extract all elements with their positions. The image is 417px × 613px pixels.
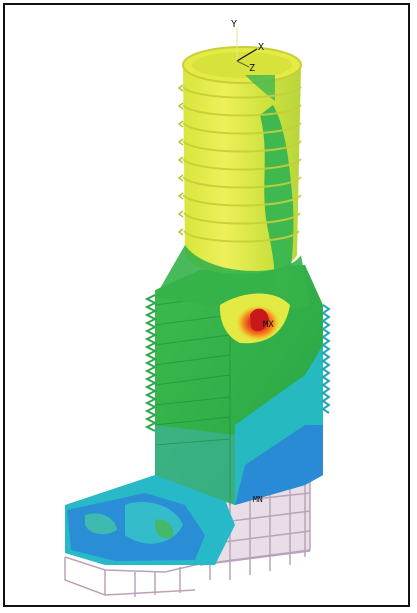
stress-contour-plot: Y X Z MX MN [64, 19, 331, 597]
y-axis-label: Y [231, 19, 237, 30]
lower-duct [65, 475, 235, 565]
cylinder-tower [177, 46, 302, 305]
z-axis-label: Z [249, 63, 255, 74]
min-stress-marker: MN [253, 495, 263, 504]
max-stress-marker: MX [263, 320, 274, 330]
figure-frame: Y X Z MX MN [3, 3, 410, 607]
x-axis-label: X [258, 42, 264, 53]
axis-triad: Y X Z [231, 19, 264, 74]
transition-zone [155, 245, 310, 344]
